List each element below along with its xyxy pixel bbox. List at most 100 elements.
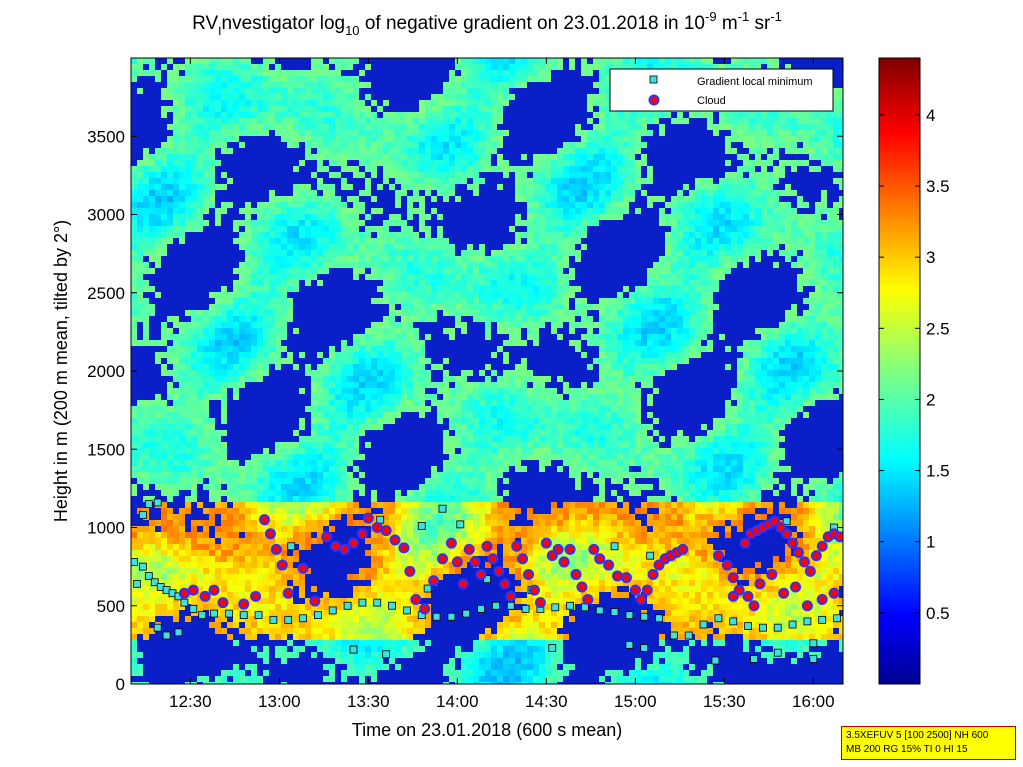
heatmap-cell: [395, 160, 401, 166]
heatmap-cell: [263, 220, 269, 226]
heatmap-cell: [443, 184, 449, 190]
heatmap-cell: [179, 166, 185, 172]
heatmap-cell: [683, 304, 689, 310]
heatmap-cell: [401, 406, 407, 412]
heatmap-cell: [725, 214, 731, 220]
heatmap-cell: [665, 220, 671, 226]
heatmap-cell: [629, 340, 635, 346]
heatmap-cell: [503, 250, 509, 256]
heatmap-cell: [401, 394, 407, 400]
heatmap-cell: [359, 262, 365, 268]
heatmap-cell: [593, 322, 599, 328]
heatmap-cell: [377, 406, 383, 412]
heatmap-cell: [413, 382, 419, 388]
heatmap-cell: [479, 406, 485, 412]
heatmap-cell: [173, 112, 179, 118]
heatmap-cell: [347, 376, 353, 382]
heatmap-cell: [413, 166, 419, 172]
heatmap-cell: [443, 376, 449, 382]
heatmap-cell: [605, 112, 611, 118]
heatmap-cell: [197, 220, 203, 226]
heatmap-cell: [773, 262, 779, 268]
heatmap-cell: [413, 148, 419, 154]
heatmap-cell: [251, 334, 257, 340]
heatmap-cell: [779, 232, 785, 238]
heatmap-cell: [467, 298, 473, 304]
heatmap-cell: [485, 82, 491, 88]
heatmap-cell: [269, 358, 275, 364]
heatmap-cell: [251, 358, 257, 364]
heatmap-cell: [215, 310, 221, 316]
heatmap-cell: [533, 262, 539, 268]
heatmap-cell: [227, 364, 233, 370]
heatmap-cell: [281, 244, 287, 250]
heatmap-cell: [461, 328, 467, 334]
heatmap-cell: [827, 322, 833, 328]
heatmap-cell: [707, 58, 713, 64]
heatmap-cell: [617, 424, 623, 430]
heatmap-cell: [461, 412, 467, 418]
heatmap-cell: [281, 70, 287, 76]
heatmap-cell: [407, 328, 413, 334]
heatmap-cell: [743, 340, 749, 346]
heatmap-cell: [335, 196, 341, 202]
heatmap-cell: [209, 304, 215, 310]
heatmap-cell: [257, 112, 263, 118]
heatmap-cell: [539, 430, 545, 436]
heatmap-cell: [731, 184, 737, 190]
heatmap-cell: [377, 328, 383, 334]
heatmap-cell: [617, 298, 623, 304]
heatmap-cell: [629, 136, 635, 142]
heatmap-cell: [635, 286, 641, 292]
heatmap-cell: [737, 220, 743, 226]
heatmap-cell: [269, 70, 275, 76]
heatmap-cell: [551, 268, 557, 274]
heatmap-cell: [317, 220, 323, 226]
heatmap-cell: [575, 142, 581, 148]
heatmap-cell: [521, 382, 527, 388]
heatmap-cell: [197, 226, 203, 232]
heatmap-cell: [365, 82, 371, 88]
heatmap-cell: [305, 220, 311, 226]
heatmap-cell: [197, 172, 203, 178]
heatmap-cell: [449, 292, 455, 298]
heatmap-cell: [791, 406, 797, 412]
heatmap-cell: [557, 196, 563, 202]
heatmap-cell: [587, 70, 593, 76]
heatmap-cell: [683, 292, 689, 298]
heatmap-cell: [305, 268, 311, 274]
heatmap-cell: [239, 298, 245, 304]
heatmap-cell: [653, 112, 659, 118]
heatmap-cell: [491, 286, 497, 292]
heatmap-cell: [749, 370, 755, 376]
heatmap-cell: [527, 70, 533, 76]
heatmap-cell: [425, 112, 431, 118]
heatmap-cell: [323, 124, 329, 130]
heatmap-cell: [305, 112, 311, 118]
heatmap-cell: [317, 94, 323, 100]
heatmap-cell: [455, 118, 461, 124]
heatmap-cell: [131, 220, 137, 226]
heatmap-cell: [347, 112, 353, 118]
heatmap-cell: [521, 286, 527, 292]
heatmap-cell: [725, 262, 731, 268]
heatmap-cell: [545, 394, 551, 400]
heatmap-cell: [395, 292, 401, 298]
heatmap-cell: [335, 148, 341, 154]
heatmap-cell: [713, 214, 719, 220]
heatmap-cell: [437, 292, 443, 298]
heatmap-cell: [407, 124, 413, 130]
heatmap-cell: [527, 286, 533, 292]
heatmap-cell: [413, 340, 419, 346]
heatmap-cell: [749, 196, 755, 202]
heatmap-cell: [347, 100, 353, 106]
heatmap-cell: [833, 130, 839, 136]
heatmap-cell: [821, 346, 827, 352]
heatmap-cell: [725, 238, 731, 244]
heatmap-cell: [443, 256, 449, 262]
heatmap-cell: [563, 400, 569, 406]
heatmap-cell: [515, 76, 521, 82]
heatmap-cell: [311, 256, 317, 262]
heatmap-cell: [707, 202, 713, 208]
heatmap-cell: [275, 334, 281, 340]
